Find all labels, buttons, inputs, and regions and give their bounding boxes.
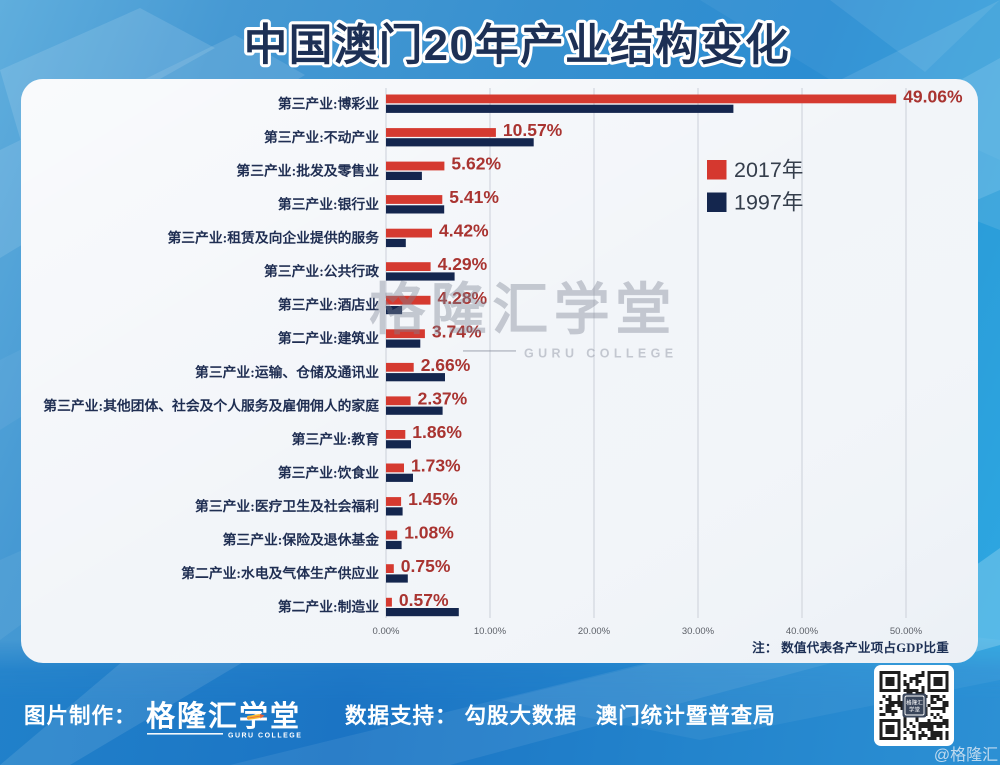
svg-text:4.42%: 4.42% bbox=[439, 221, 489, 241]
svg-text:格隆汇学堂: 格隆汇学堂 bbox=[369, 278, 677, 341]
svg-text:3.74%: 3.74% bbox=[432, 321, 482, 341]
svg-text:GURU COLLEGE: GURU COLLEGE bbox=[228, 733, 302, 740]
svg-text:第二产业:制造业: 第二产业:制造业 bbox=[278, 599, 379, 615]
svg-text:2017年: 2017年 bbox=[734, 158, 803, 182]
svg-text:4.28%: 4.28% bbox=[438, 288, 488, 308]
svg-text:第三产业:其他团体、社会及个人服务及雇佣佣人的家庭: 第三产业:其他团体、社会及个人服务及雇佣佣人的家庭 bbox=[43, 397, 379, 413]
svg-text:格隆汇学堂: 格隆汇学堂 bbox=[146, 699, 301, 733]
svg-text:1997年: 1997年 bbox=[734, 191, 803, 215]
svg-text:20.00%: 20.00% bbox=[578, 626, 611, 637]
svg-text:40.00%: 40.00% bbox=[786, 626, 819, 637]
svg-text:10.57%: 10.57% bbox=[503, 120, 563, 140]
svg-text:1.08%: 1.08% bbox=[404, 523, 454, 543]
svg-text:1.45%: 1.45% bbox=[408, 489, 458, 509]
svg-text:第二产业:建筑业: 第二产业:建筑业 bbox=[278, 330, 379, 346]
svg-text:30.00%: 30.00% bbox=[682, 626, 715, 637]
svg-text:第二产业:水电及气体生产供应业: 第二产业:水电及气体生产供应业 bbox=[181, 565, 379, 581]
svg-text:第三产业:博彩业: 第三产业:博彩业 bbox=[278, 95, 379, 111]
svg-text:@格隆汇: @格隆汇 bbox=[934, 746, 998, 764]
svg-text:49.06%: 49.06% bbox=[903, 87, 963, 107]
svg-text:第三产业:医疗卫生及社会福利: 第三产业:医疗卫生及社会福利 bbox=[195, 498, 379, 514]
svg-text:第三产业:批发及零售业: 第三产业:批发及零售业 bbox=[236, 163, 379, 179]
svg-text:5.41%: 5.41% bbox=[449, 187, 499, 207]
svg-text:第三产业:不动产业: 第三产业:不动产业 bbox=[264, 129, 379, 145]
svg-text:第三产业:保险及退休基金: 第三产业:保险及退休基金 bbox=[223, 532, 380, 548]
svg-text:50.00%: 50.00% bbox=[890, 626, 923, 637]
svg-text:1.73%: 1.73% bbox=[411, 456, 461, 476]
svg-text:2.66%: 2.66% bbox=[421, 355, 471, 375]
svg-text:第三产业:运输、仓储及通讯业: 第三产业:运输、仓储及通讯业 bbox=[195, 364, 379, 380]
svg-text:GURU COLLEGE: GURU COLLEGE bbox=[524, 347, 678, 361]
svg-text:10.00%: 10.00% bbox=[474, 626, 507, 637]
svg-text:学堂: 学堂 bbox=[909, 706, 921, 714]
svg-text:中国澳门20年产业结构变化: 中国澳门20年产业结构变化 bbox=[244, 22, 790, 70]
svg-text:第三产业:银行业: 第三产业:银行业 bbox=[278, 196, 379, 212]
svg-text:2.37%: 2.37% bbox=[418, 388, 468, 408]
svg-text:数据支持： 勾股大数据 澳门统计暨普查局: 数据支持： 勾股大数据 澳门统计暨普查局 bbox=[345, 703, 776, 728]
svg-text:第三产业:教育: 第三产业:教育 bbox=[292, 431, 380, 447]
svg-text:4.29%: 4.29% bbox=[438, 254, 488, 274]
svg-text:0.57%: 0.57% bbox=[399, 590, 449, 610]
svg-text:格隆汇: 格隆汇 bbox=[906, 699, 923, 707]
svg-text:1.86%: 1.86% bbox=[412, 422, 462, 442]
svg-text:第三产业:饮食业: 第三产业:饮食业 bbox=[278, 464, 379, 480]
svg-text:第三产业:酒店业: 第三产业:酒店业 bbox=[278, 297, 379, 313]
svg-text:注： 数值代表各产业项占GDP比重: 注： 数值代表各产业项占GDP比重 bbox=[752, 640, 949, 655]
svg-text:图片制作：: 图片制作： bbox=[24, 704, 137, 728]
svg-text:第三产业:公共行政: 第三产业:公共行政 bbox=[264, 263, 379, 279]
svg-text:0.75%: 0.75% bbox=[401, 556, 451, 576]
svg-text:第三产业:租赁及向企业提供的服务: 第三产业:租赁及向企业提供的服务 bbox=[167, 230, 379, 246]
svg-text:5.62%: 5.62% bbox=[451, 154, 501, 174]
svg-text:0.00%: 0.00% bbox=[373, 626, 400, 637]
